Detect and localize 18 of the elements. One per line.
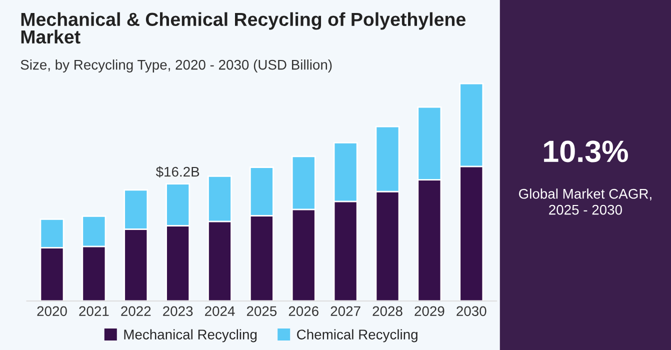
- chart-title: Mechanical & Chemical Recycling of Polyethylene Market: [21, 12, 466, 44]
- x-tick-label: 2029: [414, 306, 444, 316]
- x-tick-label: 2030: [456, 306, 486, 316]
- x-tick-label: 2023: [163, 306, 193, 316]
- x-tick-label: 2028: [372, 306, 402, 316]
- x-tick-label: 2020: [37, 306, 67, 316]
- text: Global Market CAGR, 2025 - 2030: [519, 188, 652, 215]
- x-tick-label: 2026: [288, 306, 318, 316]
- legend-label: Chemical Recycling: [297, 329, 418, 342]
- x-tick-label: 2027: [330, 306, 360, 316]
- x-tick-label: 2024: [205, 306, 235, 316]
- annotation: $16.2B: [156, 166, 200, 178]
- legend-label: Mechanical Recycling: [124, 329, 257, 342]
- chart-subtitle: Size, by Recycling Type, 2020 - 2030 (USD Billion): [20, 60, 332, 72]
- x-tick-label: 2021: [79, 306, 109, 316]
- text: 10.3%: [544, 140, 628, 162]
- x-tick-label: 2025: [246, 306, 277, 316]
- x-tick-label: 2022: [121, 306, 151, 316]
